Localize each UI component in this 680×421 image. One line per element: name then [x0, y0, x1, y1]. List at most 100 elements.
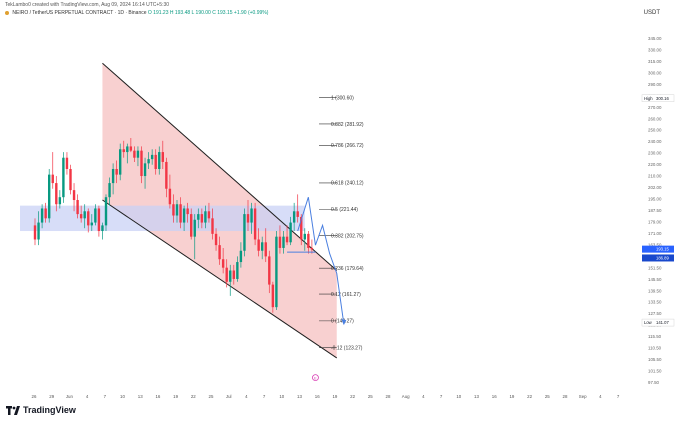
x-tick-label: Jun: [66, 394, 74, 399]
x-tick-label: Jul: [226, 394, 232, 399]
y-tick-label: 260.00: [648, 116, 662, 121]
tradingview-logo-icon: [6, 405, 20, 415]
candle-body: [51, 174, 54, 184]
candle-body: [229, 270, 232, 282]
candle: [40, 204, 44, 229]
candle-body: [150, 154, 154, 160]
candle: [275, 231, 278, 310]
candle: [83, 204, 86, 229]
candle: [122, 140, 125, 158]
candle: [172, 194, 175, 223]
candle: [250, 202, 253, 234]
candle: [214, 228, 218, 251]
candle-body: [271, 284, 275, 308]
x-tick-label: 4: [245, 394, 248, 399]
x-tick-label: 13: [297, 394, 302, 399]
candle: [150, 149, 154, 165]
x-tick-label: 25: [368, 394, 373, 399]
tradingview-brand[interactable]: TradingView: [6, 405, 76, 415]
candle-body: [182, 208, 186, 223]
candle: [62, 152, 65, 203]
projection-path: [297, 197, 345, 325]
candle-body: [154, 154, 157, 169]
candle: [292, 202, 296, 232]
y-tick-label: 330.00: [648, 47, 662, 52]
candle: [69, 164, 72, 195]
x-tick-label: 16: [155, 394, 160, 399]
candle-body: [239, 250, 243, 263]
y-tick-label: 163.50: [648, 242, 662, 247]
y-tick-label: 179.00: [648, 219, 662, 224]
candle: [143, 157, 147, 189]
x-tick-label: 7: [263, 394, 266, 399]
candle: [296, 194, 299, 223]
fib-level-label: 0.236 (179.64): [331, 266, 364, 272]
candle: [211, 208, 214, 240]
x-tick-label: 28: [563, 394, 568, 399]
candle-body: [161, 152, 164, 162]
candle: [197, 208, 200, 229]
x-tick-label: 19: [173, 394, 178, 399]
fib-level-label: -0.12 (123.27): [331, 345, 363, 351]
x-tick-label: Aug: [402, 394, 410, 399]
candle: [232, 264, 235, 285]
candle: [76, 194, 79, 219]
candle: [278, 225, 282, 254]
candle: [147, 152, 150, 169]
candle: [200, 208, 204, 229]
candle-body: [289, 222, 292, 243]
candle: [207, 202, 211, 223]
y-tick-label: 250.00: [648, 128, 662, 133]
y-tick-label: 101.50: [648, 369, 662, 374]
candle-body: [83, 211, 86, 219]
candle: [182, 205, 186, 232]
candle: [119, 143, 122, 181]
candle-body: [69, 168, 72, 191]
candle: [104, 194, 108, 232]
candle-body: [253, 208, 257, 240]
candle: [72, 183, 76, 212]
candle-body: [72, 190, 76, 201]
candle-body: [221, 259, 225, 268]
x-tick-label: 10: [456, 394, 461, 399]
fib-level-label: 0.786 (266.72): [331, 143, 364, 149]
price-chip-value: 300.16: [656, 96, 669, 101]
price-label-high: High 300.16: [641, 94, 675, 102]
symbol-legend: NEIRO / TetherUS PERPETUAL CONTRACT · 1D…: [5, 10, 268, 16]
quote-currency[interactable]: USDT: [643, 10, 660, 16]
candle: [261, 236, 264, 260]
candle-body: [101, 225, 104, 232]
candle-body: [33, 225, 37, 240]
symbol-title[interactable]: NEIRO / TetherUS PERPETUAL CONTRACT · 1D…: [12, 10, 147, 16]
candle-body: [250, 208, 253, 223]
candle-body: [40, 208, 44, 223]
candle-body: [65, 157, 69, 169]
price-chip: [641, 94, 675, 102]
candle: [268, 250, 271, 294]
x-tick-label: 22: [350, 394, 355, 399]
x-tick-label: 4: [422, 394, 425, 399]
fib-level-label: 0.12 (161.27): [331, 292, 361, 298]
candle-body: [214, 233, 218, 246]
projection-arrow-icon: [341, 319, 347, 326]
x-tick-label: 7: [104, 394, 107, 399]
candle: [79, 205, 83, 223]
candle-body: [126, 146, 129, 153]
candle-body: [97, 208, 101, 232]
price-label-current: 193.15: [642, 245, 674, 253]
y-tick-label: 97.50: [648, 380, 660, 385]
y-tick-label: 139.50: [648, 288, 662, 293]
y-tick-label: 270.00: [648, 105, 662, 110]
symbol-dot-icon: [5, 10, 9, 15]
price-chip: [642, 254, 674, 262]
candle-body: [136, 150, 140, 158]
candle-body: [243, 214, 246, 251]
candle-body: [278, 236, 282, 248]
y-tick-label: 230.00: [648, 151, 662, 156]
price-chip-value: 193.15: [656, 247, 669, 252]
candle: [165, 157, 168, 198]
candle: [285, 225, 289, 246]
candle-body: [48, 174, 51, 219]
x-tick-label: 19: [509, 394, 514, 399]
